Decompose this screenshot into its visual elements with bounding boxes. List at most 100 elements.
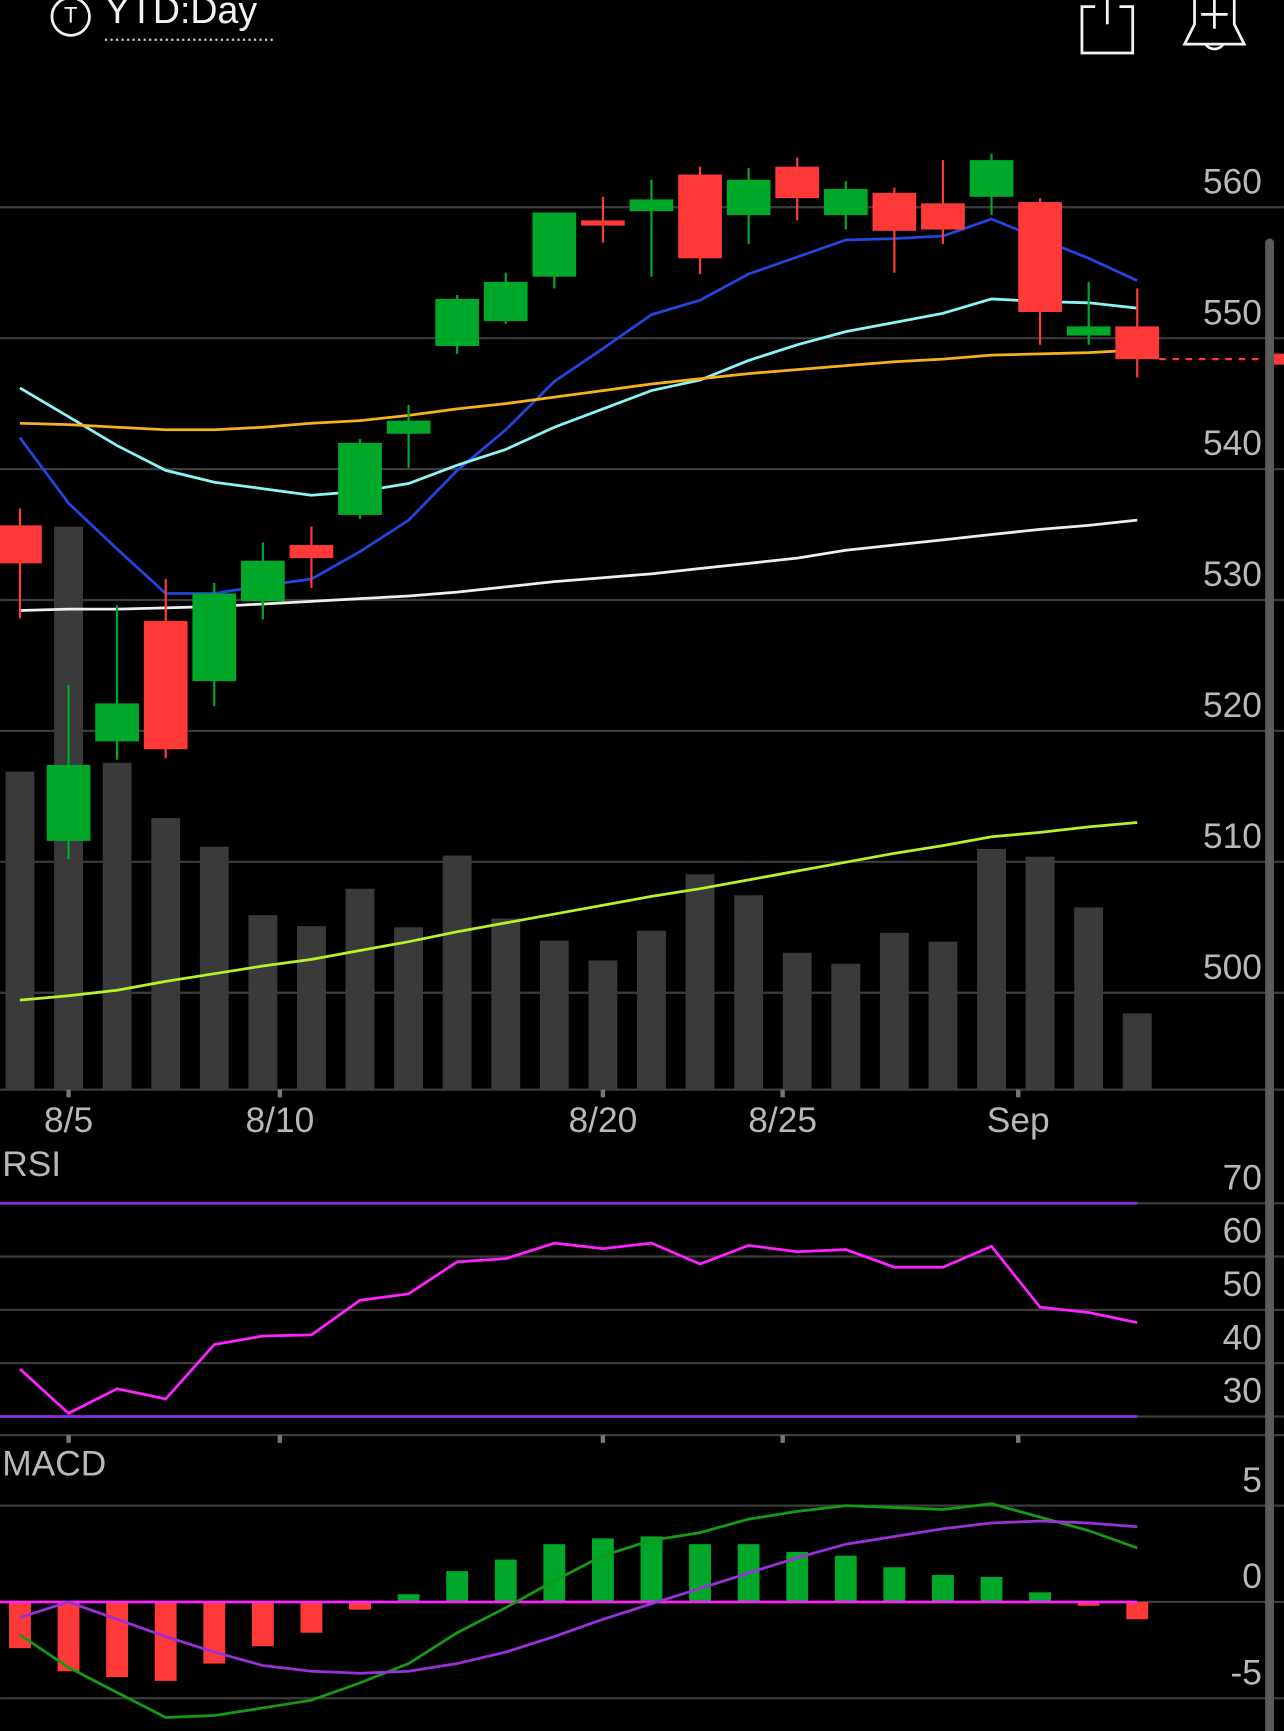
x-tick-label: 8/25: [748, 1101, 817, 1140]
histogram-bar: [689, 1544, 711, 1602]
histogram-bar: [251, 1601, 274, 1647]
candle-body: [240, 560, 285, 602]
histogram-bar: [834, 1555, 857, 1602]
candle-body: [532, 212, 577, 277]
y-tick-label: 0: [1242, 1557, 1262, 1596]
volume-bar: [588, 960, 618, 1090]
volume-bar: [345, 888, 375, 1090]
candle-body: [483, 281, 528, 322]
histogram-bar: [980, 1576, 1003, 1602]
candle-body: [726, 179, 771, 216]
candle-body: [921, 203, 965, 230]
last-price-marker: [1272, 353, 1284, 365]
histogram-bar: [1077, 1601, 1100, 1606]
candle-body: [386, 420, 431, 434]
histogram-bar: [1029, 1592, 1052, 1602]
histogram-bar: [300, 1601, 323, 1633]
histogram-bar: [154, 1601, 177, 1681]
volume-bar: [928, 941, 958, 1090]
histogram-bar: [349, 1601, 371, 1610]
candle-body: [823, 188, 868, 216]
y-tick-label: 60: [1223, 1212, 1262, 1251]
candle-body: [143, 620, 188, 750]
volume-bar: [879, 932, 909, 1090]
candle-body: [192, 593, 237, 682]
y-tick-label: 560: [1203, 162, 1262, 201]
volume-bar: [685, 874, 715, 1090]
volume-bar: [637, 930, 666, 1090]
histogram-bar: [640, 1536, 663, 1602]
y-tick-label: 5: [1242, 1461, 1262, 1500]
volume-bar: [248, 915, 278, 1090]
x-tick-label: 8/5: [44, 1101, 93, 1140]
share-button[interactable]: [1080, 0, 1135, 55]
y-tick-label: 40: [1223, 1318, 1262, 1357]
signal-line: [19, 1519, 1138, 1675]
header: T YTD:Day: [50, 0, 1247, 55]
y-tick-label: 540: [1203, 424, 1262, 463]
y-tick-label: -5: [1230, 1653, 1261, 1692]
volume-bar: [297, 926, 326, 1090]
y-tick-label: 510: [1203, 817, 1262, 856]
panel-title: MACD: [2, 1444, 106, 1483]
volume-bar: [491, 918, 521, 1090]
histogram-bar: [106, 1601, 129, 1678]
ticker-icon[interactable]: [50, 0, 91, 37]
candle-body: [629, 199, 674, 212]
histogram-bar: [57, 1601, 80, 1672]
share-box: [1080, 5, 1135, 55]
macd-line: [19, 1502, 1138, 1719]
y-tick-label: 30: [1223, 1372, 1262, 1411]
bell: [1182, 0, 1247, 46]
y-tick-label: 70: [1223, 1158, 1262, 1197]
volume-bar: [442, 855, 472, 1090]
candle-body: [435, 298, 480, 347]
rsi-line: [18, 1241, 1138, 1415]
candle-body: [872, 192, 917, 231]
candle-body: [775, 166, 820, 199]
ticker-icon-label: T: [64, 2, 77, 27]
candle-body: [1066, 326, 1111, 336]
candle-body: [1018, 202, 1062, 312]
x-tick-label: 8/20: [569, 1101, 638, 1140]
volume-bar: [539, 940, 569, 1090]
volume-bar: [102, 762, 132, 1090]
volume-bar: [394, 927, 424, 1090]
candle-body: [289, 545, 334, 559]
candle-body: [1115, 326, 1160, 360]
histogram-bar: [446, 1571, 469, 1602]
volume-bar: [199, 846, 229, 1090]
histogram-bar: [1126, 1601, 1149, 1620]
histogram-bar: [203, 1601, 226, 1664]
volume-ma-line: [19, 821, 1138, 1002]
candle-body: [969, 160, 1014, 197]
volume-bar: [5, 771, 35, 1090]
histogram-bar: [397, 1594, 420, 1602]
x-tick-label: Sep: [987, 1101, 1050, 1140]
volume-bar: [977, 848, 1006, 1090]
histogram-bar: [543, 1544, 566, 1602]
moving-average-line: [19, 297, 1138, 497]
period-selector[interactable]: YTD:Day: [105, 0, 257, 31]
alert-button[interactable]: [1182, 0, 1247, 51]
y-tick-label: 530: [1203, 555, 1262, 594]
x-tick-label: 8/10: [245, 1101, 314, 1140]
volume-bar: [831, 963, 861, 1090]
moving-average-line: [19, 348, 1138, 432]
volume-bar: [1122, 1013, 1152, 1090]
candle-body: [338, 442, 382, 515]
candle-body: [678, 174, 722, 259]
candle-body: [46, 764, 91, 841]
volume-bar: [151, 818, 181, 1090]
histogram-bar: [786, 1551, 809, 1602]
volume-bar: [1074, 907, 1104, 1090]
volume-bar: [1025, 856, 1055, 1090]
volume-bar: [734, 895, 764, 1090]
histogram-bar: [932, 1574, 954, 1602]
candle-body: [95, 703, 139, 742]
scrollbar[interactable]: [1265, 238, 1275, 1731]
histogram-bar: [494, 1559, 517, 1602]
y-tick-label: 500: [1203, 948, 1262, 987]
